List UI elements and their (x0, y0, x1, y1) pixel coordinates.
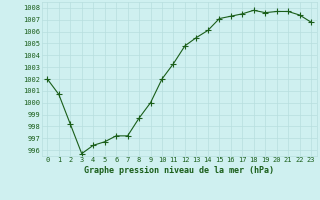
X-axis label: Graphe pression niveau de la mer (hPa): Graphe pression niveau de la mer (hPa) (84, 166, 274, 175)
